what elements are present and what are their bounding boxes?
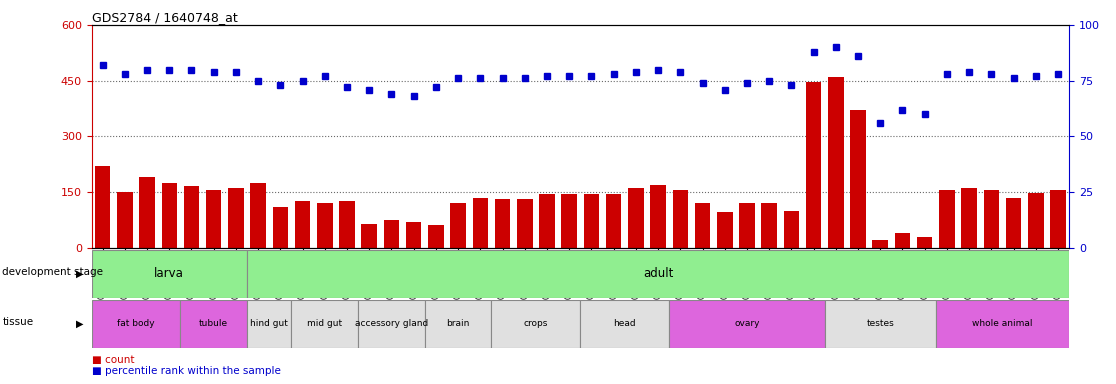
Bar bbox=[716, 212, 732, 248]
Bar bbox=[651, 185, 666, 248]
Bar bbox=[917, 237, 933, 248]
Bar bbox=[206, 190, 221, 248]
Text: whole animal: whole animal bbox=[972, 319, 1032, 328]
Bar bbox=[95, 166, 110, 248]
Bar bbox=[317, 203, 333, 248]
Bar bbox=[561, 194, 577, 248]
Bar bbox=[184, 187, 200, 248]
Text: fat body: fat body bbox=[117, 319, 155, 328]
Bar bbox=[291, 300, 358, 348]
Bar bbox=[117, 192, 133, 248]
Bar bbox=[828, 77, 844, 248]
Bar bbox=[429, 225, 444, 248]
Bar bbox=[425, 300, 491, 348]
Bar bbox=[936, 300, 1069, 348]
Bar bbox=[584, 194, 599, 248]
Bar bbox=[517, 199, 532, 248]
Bar bbox=[695, 203, 710, 248]
Bar bbox=[339, 201, 355, 248]
Bar bbox=[739, 203, 754, 248]
Bar bbox=[491, 300, 580, 348]
Bar bbox=[358, 300, 425, 348]
Bar bbox=[384, 220, 400, 248]
Bar bbox=[228, 188, 243, 248]
Text: larva: larva bbox=[154, 267, 184, 280]
Text: tissue: tissue bbox=[2, 316, 33, 327]
Bar bbox=[606, 194, 622, 248]
Bar bbox=[580, 300, 670, 348]
Bar bbox=[850, 110, 866, 248]
Bar bbox=[92, 300, 181, 348]
Bar bbox=[761, 203, 777, 248]
Text: mid gut: mid gut bbox=[307, 319, 343, 328]
Text: tubule: tubule bbox=[199, 319, 229, 328]
Bar bbox=[92, 250, 247, 298]
Bar bbox=[272, 207, 288, 248]
Text: accessory gland: accessory gland bbox=[355, 319, 429, 328]
Bar bbox=[406, 222, 422, 248]
Bar bbox=[539, 194, 555, 248]
Text: crops: crops bbox=[523, 319, 548, 328]
Bar bbox=[250, 183, 266, 248]
Bar bbox=[895, 233, 911, 248]
Text: ovary: ovary bbox=[734, 319, 760, 328]
Text: ▶: ▶ bbox=[76, 318, 84, 329]
Bar bbox=[873, 240, 888, 248]
Text: hind gut: hind gut bbox=[250, 319, 288, 328]
Text: ■ count: ■ count bbox=[92, 355, 134, 365]
Bar bbox=[295, 201, 310, 248]
Bar bbox=[247, 300, 291, 348]
Bar bbox=[940, 190, 954, 248]
Bar bbox=[181, 300, 247, 348]
Text: development stage: development stage bbox=[2, 266, 104, 277]
Bar bbox=[140, 177, 155, 248]
Bar bbox=[362, 223, 377, 248]
Text: ■ percentile rank within the sample: ■ percentile rank within the sample bbox=[92, 366, 280, 376]
Bar bbox=[983, 190, 999, 248]
Bar bbox=[670, 300, 825, 348]
Bar bbox=[783, 210, 799, 248]
Text: GDS2784 / 1640748_at: GDS2784 / 1640748_at bbox=[92, 11, 238, 24]
Bar bbox=[1050, 190, 1066, 248]
Bar bbox=[162, 183, 177, 248]
Bar bbox=[451, 203, 465, 248]
Bar bbox=[961, 188, 976, 248]
Bar bbox=[825, 300, 936, 348]
Bar bbox=[673, 190, 689, 248]
Text: ▶: ▶ bbox=[76, 268, 84, 279]
Text: adult: adult bbox=[643, 267, 673, 280]
Bar bbox=[494, 199, 510, 248]
Bar bbox=[628, 188, 644, 248]
Bar bbox=[1006, 197, 1021, 248]
Bar bbox=[472, 197, 488, 248]
Text: testes: testes bbox=[866, 319, 894, 328]
Text: brain: brain bbox=[446, 319, 470, 328]
Text: head: head bbox=[614, 319, 636, 328]
Bar bbox=[1028, 193, 1043, 248]
Bar bbox=[806, 83, 821, 248]
Bar bbox=[247, 250, 1069, 298]
